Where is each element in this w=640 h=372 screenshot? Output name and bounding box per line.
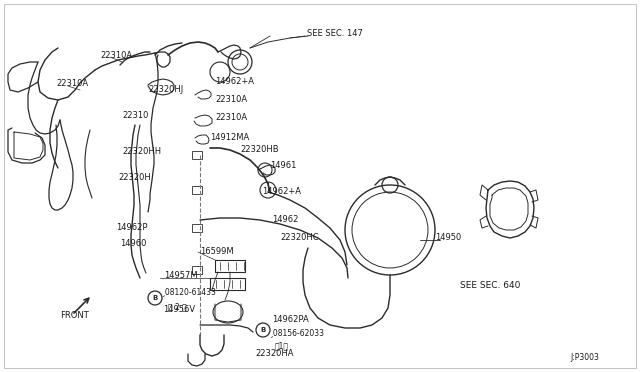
Text: 〈 2 〉: 〈 2 〉 <box>168 302 187 311</box>
Text: （1）: （1） <box>275 341 289 350</box>
Text: 14961: 14961 <box>270 160 296 170</box>
Text: 14962: 14962 <box>272 215 298 224</box>
Circle shape <box>148 291 162 305</box>
Text: B: B <box>260 327 266 333</box>
Text: 22310A: 22310A <box>215 113 247 122</box>
Text: 22320H: 22320H <box>118 173 151 183</box>
Text: 22320HJ: 22320HJ <box>148 86 183 94</box>
Text: 14962PA: 14962PA <box>272 315 308 324</box>
Text: B: B <box>152 295 157 301</box>
Text: 22310A: 22310A <box>56 80 88 89</box>
Text: 14962P: 14962P <box>116 224 147 232</box>
Text: 14950: 14950 <box>435 234 461 243</box>
Text: 22320HH: 22320HH <box>122 148 161 157</box>
Text: FRONT: FRONT <box>60 311 89 321</box>
Bar <box>192 266 202 274</box>
Bar <box>192 151 202 159</box>
Text: J:P3003: J:P3003 <box>570 353 599 362</box>
Text: 14957M: 14957M <box>164 272 198 280</box>
Text: SEE SEC. 147: SEE SEC. 147 <box>307 29 363 38</box>
Text: SEE SEC. 640: SEE SEC. 640 <box>460 280 520 289</box>
Text: 14962+A: 14962+A <box>215 77 254 87</box>
Text: 14912MA: 14912MA <box>210 134 249 142</box>
Text: 22320HB: 22320HB <box>240 145 278 154</box>
Text: ¸08120-61433: ¸08120-61433 <box>162 288 217 296</box>
Bar <box>192 186 202 194</box>
Circle shape <box>256 323 270 337</box>
Text: 22310A: 22310A <box>215 96 247 105</box>
Text: 16599M: 16599M <box>200 247 234 257</box>
Text: 22310: 22310 <box>122 110 148 119</box>
Text: 22310A: 22310A <box>100 51 132 61</box>
Bar <box>192 224 202 232</box>
Text: 14956V: 14956V <box>163 305 195 314</box>
Text: 22320HC: 22320HC <box>280 234 319 243</box>
Text: 14960: 14960 <box>120 240 147 248</box>
Text: ¸08156-62033: ¸08156-62033 <box>270 328 325 337</box>
Text: 14962+A: 14962+A <box>262 187 301 196</box>
Text: 22320HA: 22320HA <box>255 350 294 359</box>
